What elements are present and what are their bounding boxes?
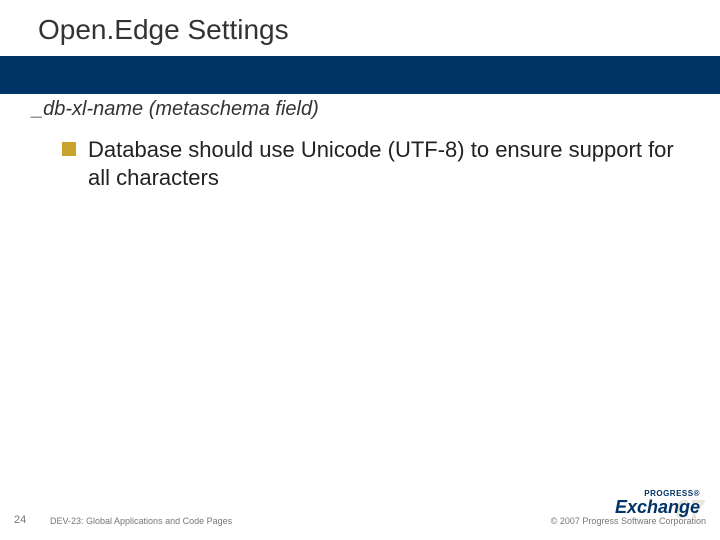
slide-title: Open.Edge Settings (38, 14, 720, 46)
slide-subtitle: _db-xl-name (metaschema field) (32, 98, 319, 121)
title-band (0, 56, 720, 94)
page-number: 24 (14, 514, 26, 526)
bullet-item: Database should use Unicode (UTF-8) to e… (62, 136, 680, 191)
bullet-square-icon (62, 142, 76, 156)
content-area: Database should use Unicode (UTF-8) to e… (62, 136, 680, 191)
bullet-text: Database should use Unicode (UTF-8) to e… (88, 136, 680, 191)
footer-session-title: DEV-23: Global Applications and Code Pag… (50, 516, 232, 526)
footer-copyright: © 2007 Progress Software Corporation (551, 516, 706, 526)
footer: 24 DEV-23: Global Applications and Code … (0, 494, 720, 530)
title-area: Open.Edge Settings (0, 0, 720, 56)
